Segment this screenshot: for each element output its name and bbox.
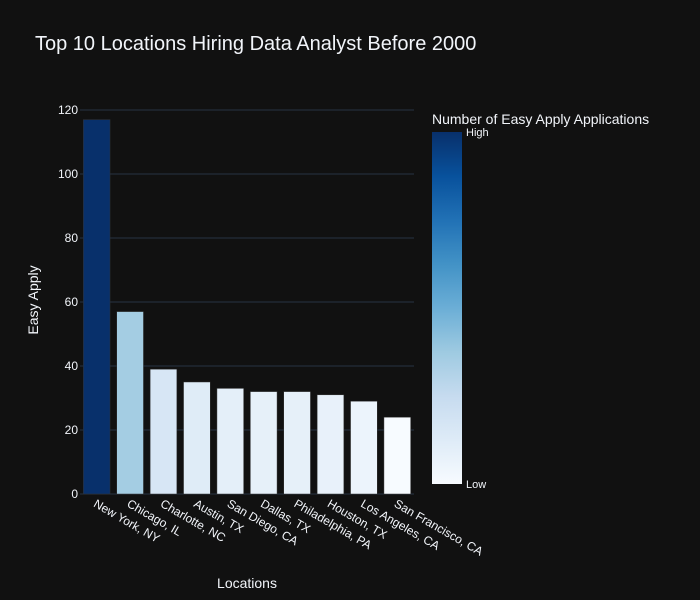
y-tick-label: 20 [65,423,79,437]
chart-title: Top 10 Locations Hiring Data Analyst Bef… [35,33,476,55]
y-tick-label: 60 [65,295,79,309]
y-tick-label: 120 [58,103,78,117]
bar [183,381,211,495]
bar [250,391,278,495]
bars [83,119,411,495]
y-tick-label: 80 [65,231,79,245]
x-axis-label: Locations [217,575,277,591]
y-axis-ticks: 0 20 40 60 80 100 120 [58,103,78,501]
y-tick-label: 40 [65,359,79,373]
colorbar-low-label: Low [466,479,486,491]
colorbar-gradient [432,132,462,484]
bar [83,119,111,495]
colorbar-high-label: High [466,127,489,139]
y-tick-label: 100 [58,167,78,181]
bar [316,394,345,495]
bar [116,311,144,495]
bar [383,416,411,495]
bar [350,400,378,495]
colorbar: Number of Easy Apply Applications High L… [432,111,649,491]
y-axis-label: Easy Apply [25,265,41,334]
bar [283,391,311,495]
bar [216,388,244,495]
y-tick-label: 0 [71,487,78,501]
colorbar-title: Number of Easy Apply Applications [432,111,649,127]
bar [149,368,178,495]
